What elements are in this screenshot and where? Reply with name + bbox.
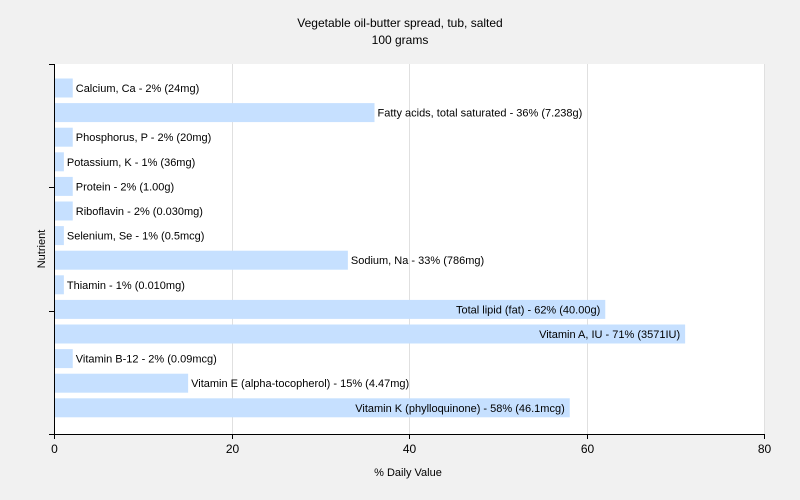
bar-label: Selenium, Se - 1% (0.5mcg) xyxy=(67,231,205,243)
x-tick-label: 80 xyxy=(758,442,772,456)
x-tick-label: 40 xyxy=(403,442,417,456)
bar-label: Thiamin - 1% (0.010mg) xyxy=(67,280,185,292)
x-axis-label: % Daily Value xyxy=(374,467,442,479)
bar xyxy=(55,103,375,123)
bar-label: Vitamin B-12 - 2% (0.09mcg) xyxy=(76,354,217,366)
bar-label: Calcium, Ca - 2% (24mg) xyxy=(76,83,199,95)
bar xyxy=(55,152,64,172)
chart-subtitle: 100 grams xyxy=(372,33,429,47)
bar-label: Vitamin A, IU - 71% (3571IU) xyxy=(539,329,680,341)
bar xyxy=(55,398,570,418)
x-tick-label: 0 xyxy=(51,442,58,456)
bar-label: Sodium, Na - 33% (786mg) xyxy=(351,255,484,267)
bars xyxy=(55,78,686,418)
bar xyxy=(55,250,348,270)
bar xyxy=(55,349,73,369)
bar xyxy=(55,226,64,246)
bar xyxy=(55,373,189,393)
bar-label: Protein - 2% (1.00g) xyxy=(76,181,174,193)
bar-label: Vitamin E (alpha-tocopherol) - 15% (4.47… xyxy=(191,378,409,390)
bar xyxy=(55,201,73,221)
y-axis-label: Nutrient xyxy=(36,230,48,269)
bar-label: Vitamin K (phylloquinone) - 58% (46.1mcg… xyxy=(355,403,565,415)
bar-label: Fatty acids, total saturated - 36% (7.23… xyxy=(378,108,583,120)
bar-label: Total lipid (fat) - 62% (40.00g) xyxy=(456,304,600,316)
bar-label: Potassium, K - 1% (36mg) xyxy=(67,157,195,169)
x-tick-label: 20 xyxy=(226,442,240,456)
bar xyxy=(55,127,73,147)
bar-label: Riboflavin - 2% (0.030mg) xyxy=(76,206,203,218)
gridlines xyxy=(232,64,765,434)
bar xyxy=(55,299,606,319)
bar xyxy=(55,78,73,98)
bar-labels: Calcium, Ca - 2% (24mg) Fatty acids, tota… xyxy=(67,83,680,415)
bar xyxy=(55,324,686,344)
chart-title: Vegetable oil-butter spread, tub, salted xyxy=(297,16,502,30)
bar xyxy=(55,176,73,196)
bar xyxy=(55,275,64,295)
x-axis-ticks: 0 20 40 60 80 xyxy=(51,434,771,456)
bar-label: Phosphorus, P - 2% (20mg) xyxy=(76,132,212,144)
x-tick-label: 60 xyxy=(581,442,595,456)
